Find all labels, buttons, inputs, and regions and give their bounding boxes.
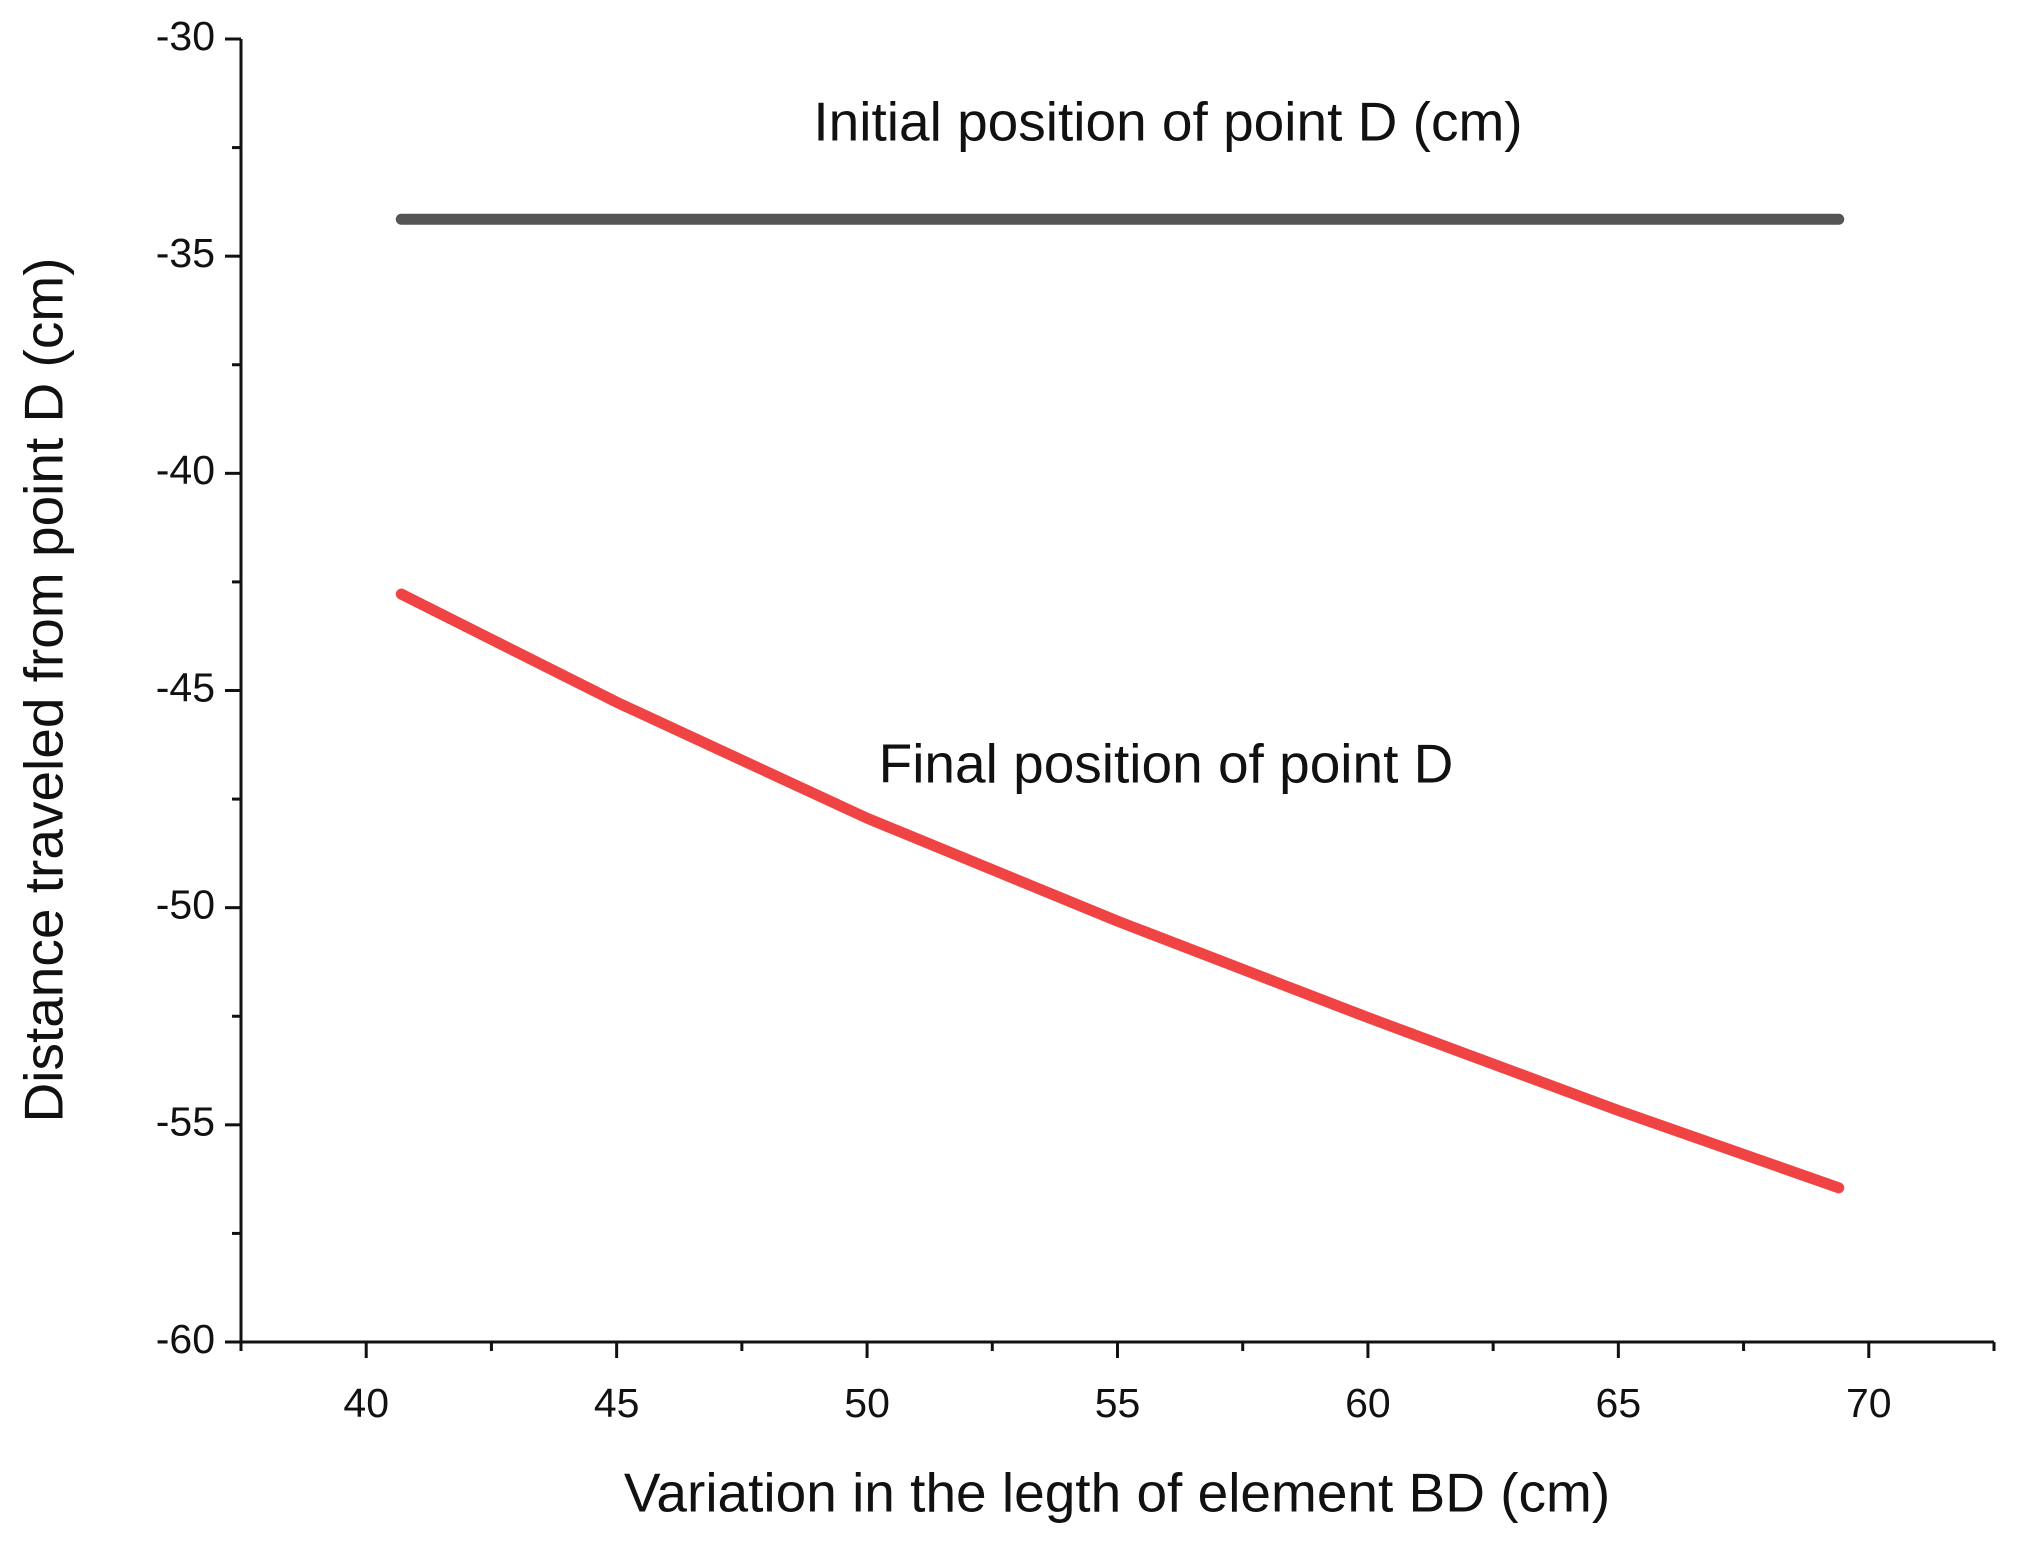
x-tick-label: 55 (1095, 1380, 1141, 1426)
y-axis-title: Distance traveled from point D (cm) (13, 258, 75, 1123)
x-tick-label: 65 (1596, 1380, 1642, 1426)
y-tick-label: -45 (156, 664, 215, 710)
series-label: Initial position of point D (cm) (813, 91, 1522, 153)
x-tick-label: 60 (1345, 1380, 1391, 1426)
x-tick-label: 70 (1846, 1380, 1892, 1426)
series-line (395, 588, 1845, 1194)
x-tick-label: 40 (343, 1380, 389, 1426)
x-axis-title: Variation in the legth of element BD (cm… (624, 1462, 1610, 1524)
y-tick-label: -55 (156, 1099, 215, 1145)
y-tick-label: -40 (156, 447, 215, 493)
y-tick-label: -30 (156, 13, 215, 59)
series-label: Final position of point D (879, 733, 1454, 795)
x-tick-label: 50 (844, 1380, 890, 1426)
y-tick-label: -50 (156, 881, 215, 927)
x-tick-label: 45 (594, 1380, 640, 1426)
y-tick-label: -60 (156, 1316, 215, 1362)
y-tick-label: -35 (156, 230, 215, 276)
